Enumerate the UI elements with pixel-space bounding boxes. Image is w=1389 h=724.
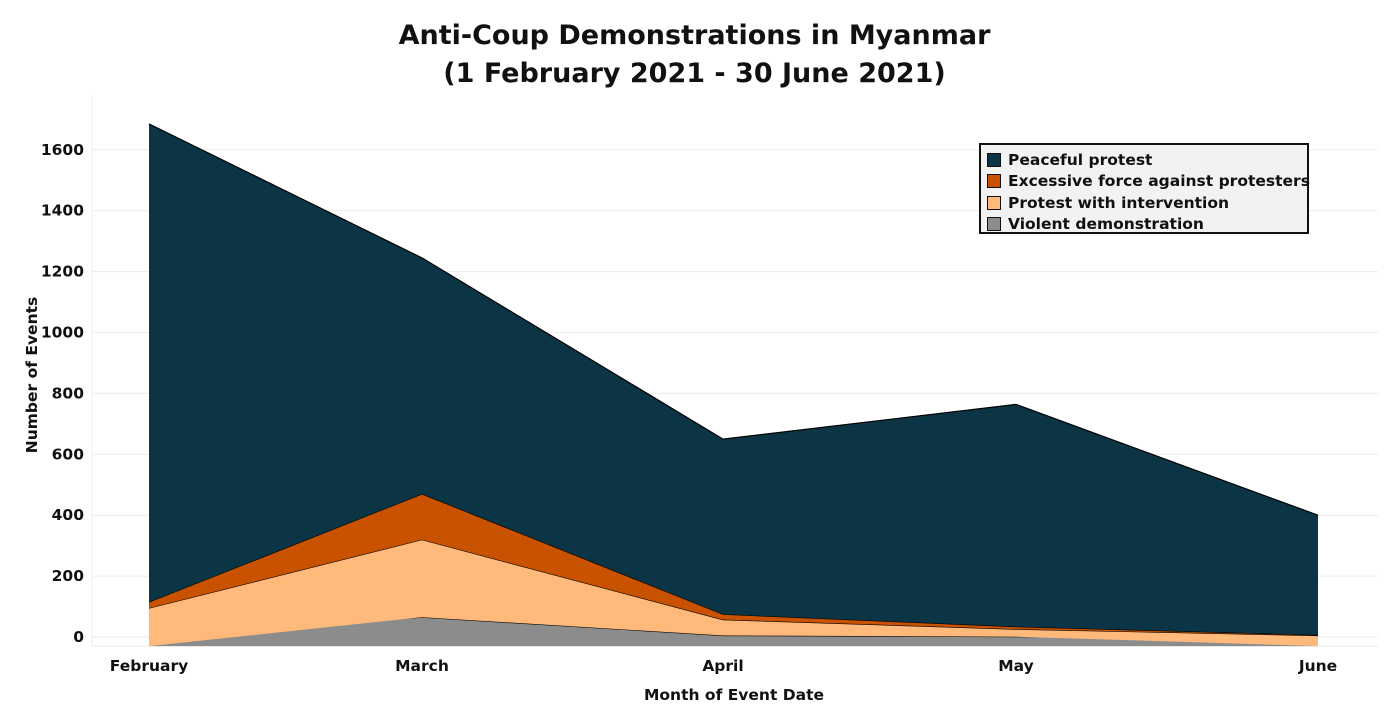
legend-swatch — [987, 174, 1001, 189]
chart-subtitle: (1 February 2021 - 30 June 2021) — [443, 58, 946, 89]
legend-swatch — [987, 195, 1001, 210]
legend-item-excessive-force: Excessive force against protesters — [987, 171, 1310, 193]
y-axis-ticks: 0 200 400 600 800 1000 1200 1400 1600 — [41, 141, 84, 646]
stacked-areas — [148, 123, 1319, 647]
y-tick-label: 1200 — [41, 263, 84, 281]
area-protest-with-intervention — [149, 539, 1318, 647]
y-tick-label: 800 — [52, 384, 85, 402]
legend-label: Violent demonstration — [1008, 215, 1204, 234]
legend-item-protest-with-intervention: Protest with intervention — [987, 192, 1301, 214]
area-violent-demonstration — [149, 617, 1318, 647]
y-tick-label: 0 — [73, 628, 84, 646]
area-peaceful-protest — [149, 123, 1318, 635]
legend-item-violent-demonstration: Violent demonstration — [987, 214, 1301, 236]
x-tick-label: February — [110, 657, 188, 675]
legend-swatch — [987, 217, 1001, 232]
y-axis-label: Number of Events — [23, 297, 41, 453]
area-excessive-force-against-protesters — [149, 493, 1318, 636]
y-tick-label: 400 — [52, 506, 85, 524]
y-tick-label: 200 — [52, 567, 85, 585]
x-tick-label: June — [1298, 657, 1337, 675]
legend-swatch — [987, 152, 1001, 167]
y-tick-label: 1600 — [41, 141, 84, 159]
x-tick-label: May — [998, 657, 1034, 675]
y-tick-label: 1400 — [41, 202, 84, 220]
legend-label: Protest with intervention — [1008, 193, 1230, 212]
y-tick-label: 1000 — [41, 324, 84, 342]
x-tick-label: April — [702, 657, 743, 675]
y-tick-label: 600 — [52, 445, 85, 463]
area-outline — [148, 123, 1319, 516]
legend: Peaceful protest Excessive force against… — [979, 143, 1310, 236]
x-tick-label: March — [395, 657, 449, 675]
legend-item-peaceful-protest: Peaceful protest — [987, 149, 1301, 171]
x-axis-ticks: February March April May June — [110, 657, 1337, 675]
chart-title: Anti-Coup Demonstrations in Myanmar — [398, 20, 991, 51]
x-axis-label: Month of Event Date — [644, 686, 824, 704]
legend-label: Excessive force against protesters — [1008, 172, 1310, 191]
legend-label: Peaceful protest — [1008, 150, 1153, 169]
